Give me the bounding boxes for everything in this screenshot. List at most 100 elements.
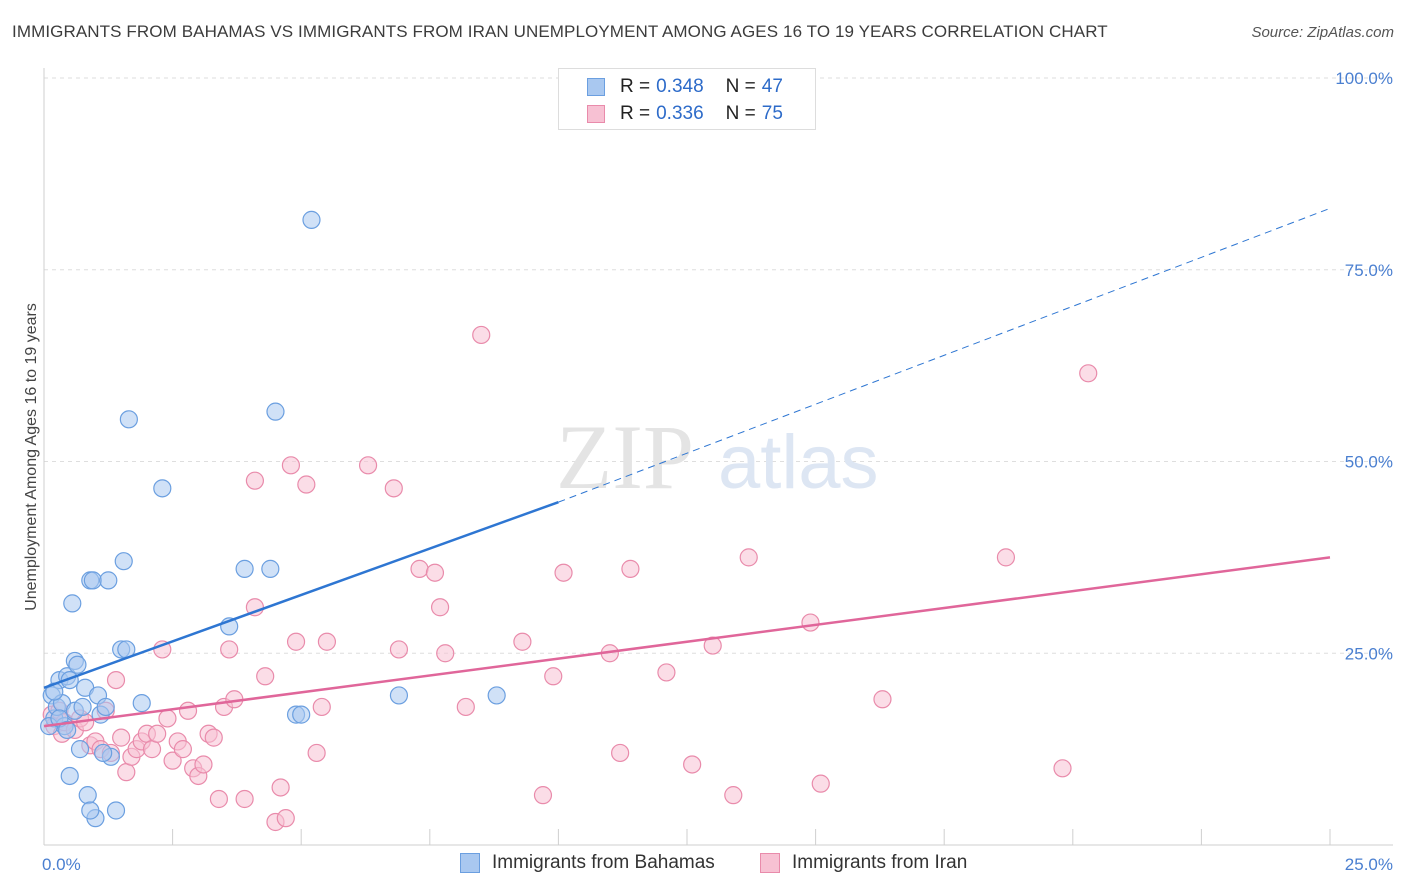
bahamas-point — [114, 552, 133, 571]
x-tick-label: 0.0% — [42, 855, 81, 874]
iran-point — [117, 763, 136, 782]
iran-point — [148, 724, 167, 743]
iran-point — [204, 728, 223, 747]
bahamas-point — [60, 766, 79, 786]
bahamas-point — [389, 686, 409, 705]
iran-point — [312, 697, 331, 717]
bottom-legend-bahamas: Immigrants from Bahamas — [460, 852, 715, 874]
bottom-legend-label-bahamas: Immigrants from Bahamas — [492, 852, 715, 873]
iran-point — [544, 667, 563, 686]
iran-point — [245, 471, 265, 490]
iran-point — [384, 479, 403, 498]
y-axis-label: Unemployment Among Ages 16 to 19 years — [23, 303, 40, 611]
legend-n-value: 75 — [761, 103, 783, 124]
iran-point — [533, 786, 553, 805]
bahamas-point — [68, 655, 87, 674]
iran-point — [178, 701, 198, 720]
bahamas-point — [302, 210, 321, 229]
iran-point — [389, 640, 409, 659]
iran-point — [209, 789, 228, 809]
bahamas-point — [70, 740, 90, 759]
iran-point — [425, 563, 445, 582]
bahamas-point — [96, 697, 115, 717]
iran-point — [436, 644, 455, 663]
bahamas-point — [266, 402, 285, 421]
bahamas-point — [99, 571, 118, 590]
iran-point — [194, 755, 213, 774]
chart-title: IMMIGRANTS FROM BAHAMAS VS IMMIGRANTS FR… — [12, 22, 1108, 41]
iran-point — [683, 755, 702, 774]
iran-point — [106, 670, 126, 690]
legend-row-iran: R = 0.336 N = 75 — [587, 102, 783, 126]
iran-point — [163, 751, 182, 770]
iran-point — [358, 456, 378, 475]
iran-point — [554, 563, 573, 582]
chart-source: Source: ZipAtlas.com — [1251, 24, 1394, 41]
iran-point — [256, 667, 275, 686]
bahamas-point — [292, 705, 311, 724]
iran-point — [657, 663, 676, 682]
legend-swatch-bahamas — [587, 78, 605, 96]
watermark-atlas: atlas — [718, 420, 879, 505]
iran-point — [811, 774, 830, 793]
iran-point — [271, 778, 290, 797]
bahamas-point — [119, 410, 138, 429]
iran-point — [286, 632, 306, 651]
iran-point — [276, 809, 295, 828]
bahamas-point — [106, 801, 126, 820]
bahamas-trend-line — [43, 500, 559, 689]
iran-point — [621, 559, 640, 578]
legend-r-label: R = — [620, 76, 651, 97]
watermark: ZIP atlas — [556, 406, 879, 508]
bahamas-point — [261, 559, 280, 578]
series-bahamas-points — [40, 210, 506, 828]
iran-point — [513, 632, 532, 651]
bottom-legend: Immigrants from Bahamas Immigrants from … — [0, 852, 1406, 878]
iran-point — [220, 640, 239, 659]
iran-point — [281, 456, 301, 475]
bottom-legend-swatch-iran — [760, 853, 780, 873]
bahamas-point — [235, 559, 254, 578]
bahamas-point — [81, 801, 100, 820]
iran-point — [873, 690, 892, 709]
iran-point — [173, 740, 192, 759]
series-iran-points — [42, 325, 1098, 832]
iran-trend-line — [43, 556, 1331, 728]
iran-point — [996, 548, 1016, 567]
trend-lines — [43, 207, 1331, 728]
iran-point — [739, 548, 758, 567]
iran-point — [724, 786, 743, 805]
iran-point — [307, 743, 326, 763]
legend-r-value: 0.336 — [656, 103, 704, 124]
legend-n-label: N = — [725, 103, 756, 124]
x-tick-label: 25.0% — [1345, 855, 1393, 874]
bahamas-point — [58, 720, 77, 740]
watermark-zip: ZIP — [556, 406, 694, 508]
bahamas-point — [153, 479, 172, 498]
iran-point — [317, 632, 337, 651]
bahamas-point — [63, 594, 82, 613]
bahamas-point — [73, 697, 92, 717]
legend-r-value: 0.348 — [656, 76, 704, 97]
bottom-legend-swatch-bahamas — [460, 853, 480, 873]
legend-row-bahamas: R = 0.348 N = 47 — [587, 75, 783, 99]
bottom-legend-iran: Immigrants from Iran — [760, 852, 967, 874]
bottom-legend-label-iran: Immigrants from Iran — [792, 852, 968, 873]
axes — [43, 68, 1393, 846]
iran-point — [245, 598, 265, 617]
iran-point — [611, 743, 630, 763]
iran-point — [297, 475, 316, 494]
iran-point — [1053, 759, 1072, 778]
iran-point — [142, 740, 162, 759]
legend-r-label: R = — [620, 103, 651, 124]
legend: R = 0.348 N = 47 R = 0.336 N = 75 — [558, 68, 816, 130]
iran-point — [410, 559, 429, 578]
iran-point — [703, 636, 722, 655]
tick-labels: 100.0% 75.0% 50.0% 25.0% 0.0% 25.0% — [42, 69, 1393, 874]
iran-point — [472, 325, 491, 345]
y-tick-label: 25.0% — [1345, 644, 1393, 663]
iran-point — [1079, 364, 1098, 383]
legend-n-value: 47 — [761, 76, 783, 97]
bahamas-point — [487, 686, 506, 705]
